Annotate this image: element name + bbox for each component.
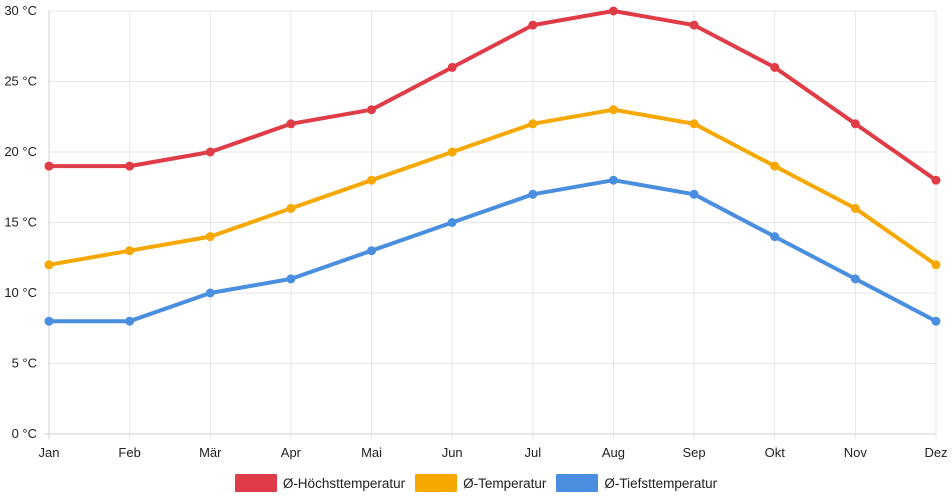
x-tick-label: Apr — [281, 445, 302, 460]
x-tick-label: Aug — [602, 445, 625, 460]
data-point[interactable] — [205, 232, 215, 242]
data-point[interactable] — [286, 203, 296, 213]
legend-label: Ø-Höchsttemperatur — [282, 475, 406, 491]
data-point[interactable] — [367, 105, 377, 115]
x-tick-label: Mär — [199, 445, 222, 460]
data-point[interactable] — [367, 175, 377, 185]
x-tick-label: Jun — [442, 445, 463, 460]
data-point[interactable] — [608, 105, 618, 115]
chart-svg: 0 °C 5 °C 10 °C 15 °C 20 °C 25 °C 30 °C Jan Feb M… — [4, 3, 947, 460]
data-point[interactable] — [689, 189, 699, 199]
data-point[interactable] — [125, 246, 135, 256]
legend-swatch — [556, 474, 599, 492]
data-point[interactable] — [205, 147, 215, 157]
data-point[interactable] — [125, 161, 135, 171]
legend-item-2[interactable]: Ø-Temperatur — [415, 474, 546, 492]
data-point[interactable] — [850, 119, 860, 129]
data-point[interactable] — [286, 274, 296, 284]
data-point[interactable] — [447, 218, 457, 227]
legend-label: Ø-Temperatur — [463, 475, 547, 491]
x-tick-label: Sep — [683, 445, 706, 460]
y-tick-label: 15 °C — [4, 215, 37, 230]
series-line-1 — [47, 9, 938, 183]
data-point[interactable] — [689, 119, 699, 129]
data-point[interactable] — [125, 316, 135, 326]
y-tick-label: 30 °C — [4, 3, 37, 18]
x-tick-label: Jan — [39, 445, 60, 460]
x-tick-label: Jul — [525, 445, 542, 460]
chart-legend: Ø-Höchsttemperatur Ø-Temperatur Ø-Tiefstte… — [0, 470, 952, 496]
data-point[interactable] — [286, 119, 296, 129]
legend-swatch — [415, 474, 458, 492]
data-point[interactable] — [44, 316, 54, 326]
data-point[interactable] — [770, 161, 780, 171]
y-tick-label: 20 °C — [4, 144, 37, 159]
data-point[interactable] — [528, 119, 538, 129]
data-point[interactable] — [528, 189, 538, 199]
data-point[interactable] — [367, 246, 377, 256]
y-tick-label: 5 °C — [12, 356, 37, 371]
legend-item-3[interactable]: Ø-Tiefsttemperatur — [556, 474, 717, 492]
data-point[interactable] — [770, 62, 780, 72]
x-tick-label: Dez — [924, 445, 947, 460]
data-point[interactable] — [931, 175, 941, 185]
data-point[interactable] — [44, 260, 54, 270]
data-point[interactable] — [447, 147, 457, 157]
y-tick-label: 10 °C — [4, 285, 37, 300]
data-point[interactable] — [850, 203, 860, 213]
x-tick-label: Feb — [118, 445, 140, 460]
x-tick-label: Okt — [765, 445, 786, 460]
data-point[interactable] — [528, 20, 538, 30]
y-tick-label: 25 °C — [4, 74, 37, 89]
data-point[interactable] — [608, 175, 618, 185]
data-point[interactable] — [931, 260, 941, 270]
data-point[interactable] — [205, 288, 215, 298]
legend-item-1[interactable]: Ø-Höchsttemperatur — [234, 474, 406, 492]
series-line-3 — [47, 178, 938, 324]
data-point[interactable] — [447, 62, 457, 72]
legend-label: Ø-Tiefsttemperatur — [604, 475, 718, 491]
x-tick-label: Nov — [844, 445, 868, 460]
legend-swatch — [234, 474, 277, 492]
data-point[interactable] — [770, 232, 780, 242]
data-point[interactable] — [44, 161, 54, 171]
data-point[interactable] — [931, 316, 941, 326]
data-point[interactable] — [608, 6, 618, 16]
x-tick-label: Mai — [361, 445, 382, 460]
y-tick-label: 0 °C — [12, 426, 37, 441]
data-point[interactable] — [689, 20, 699, 30]
series-line-2 — [47, 107, 938, 267]
data-point[interactable] — [850, 274, 860, 284]
